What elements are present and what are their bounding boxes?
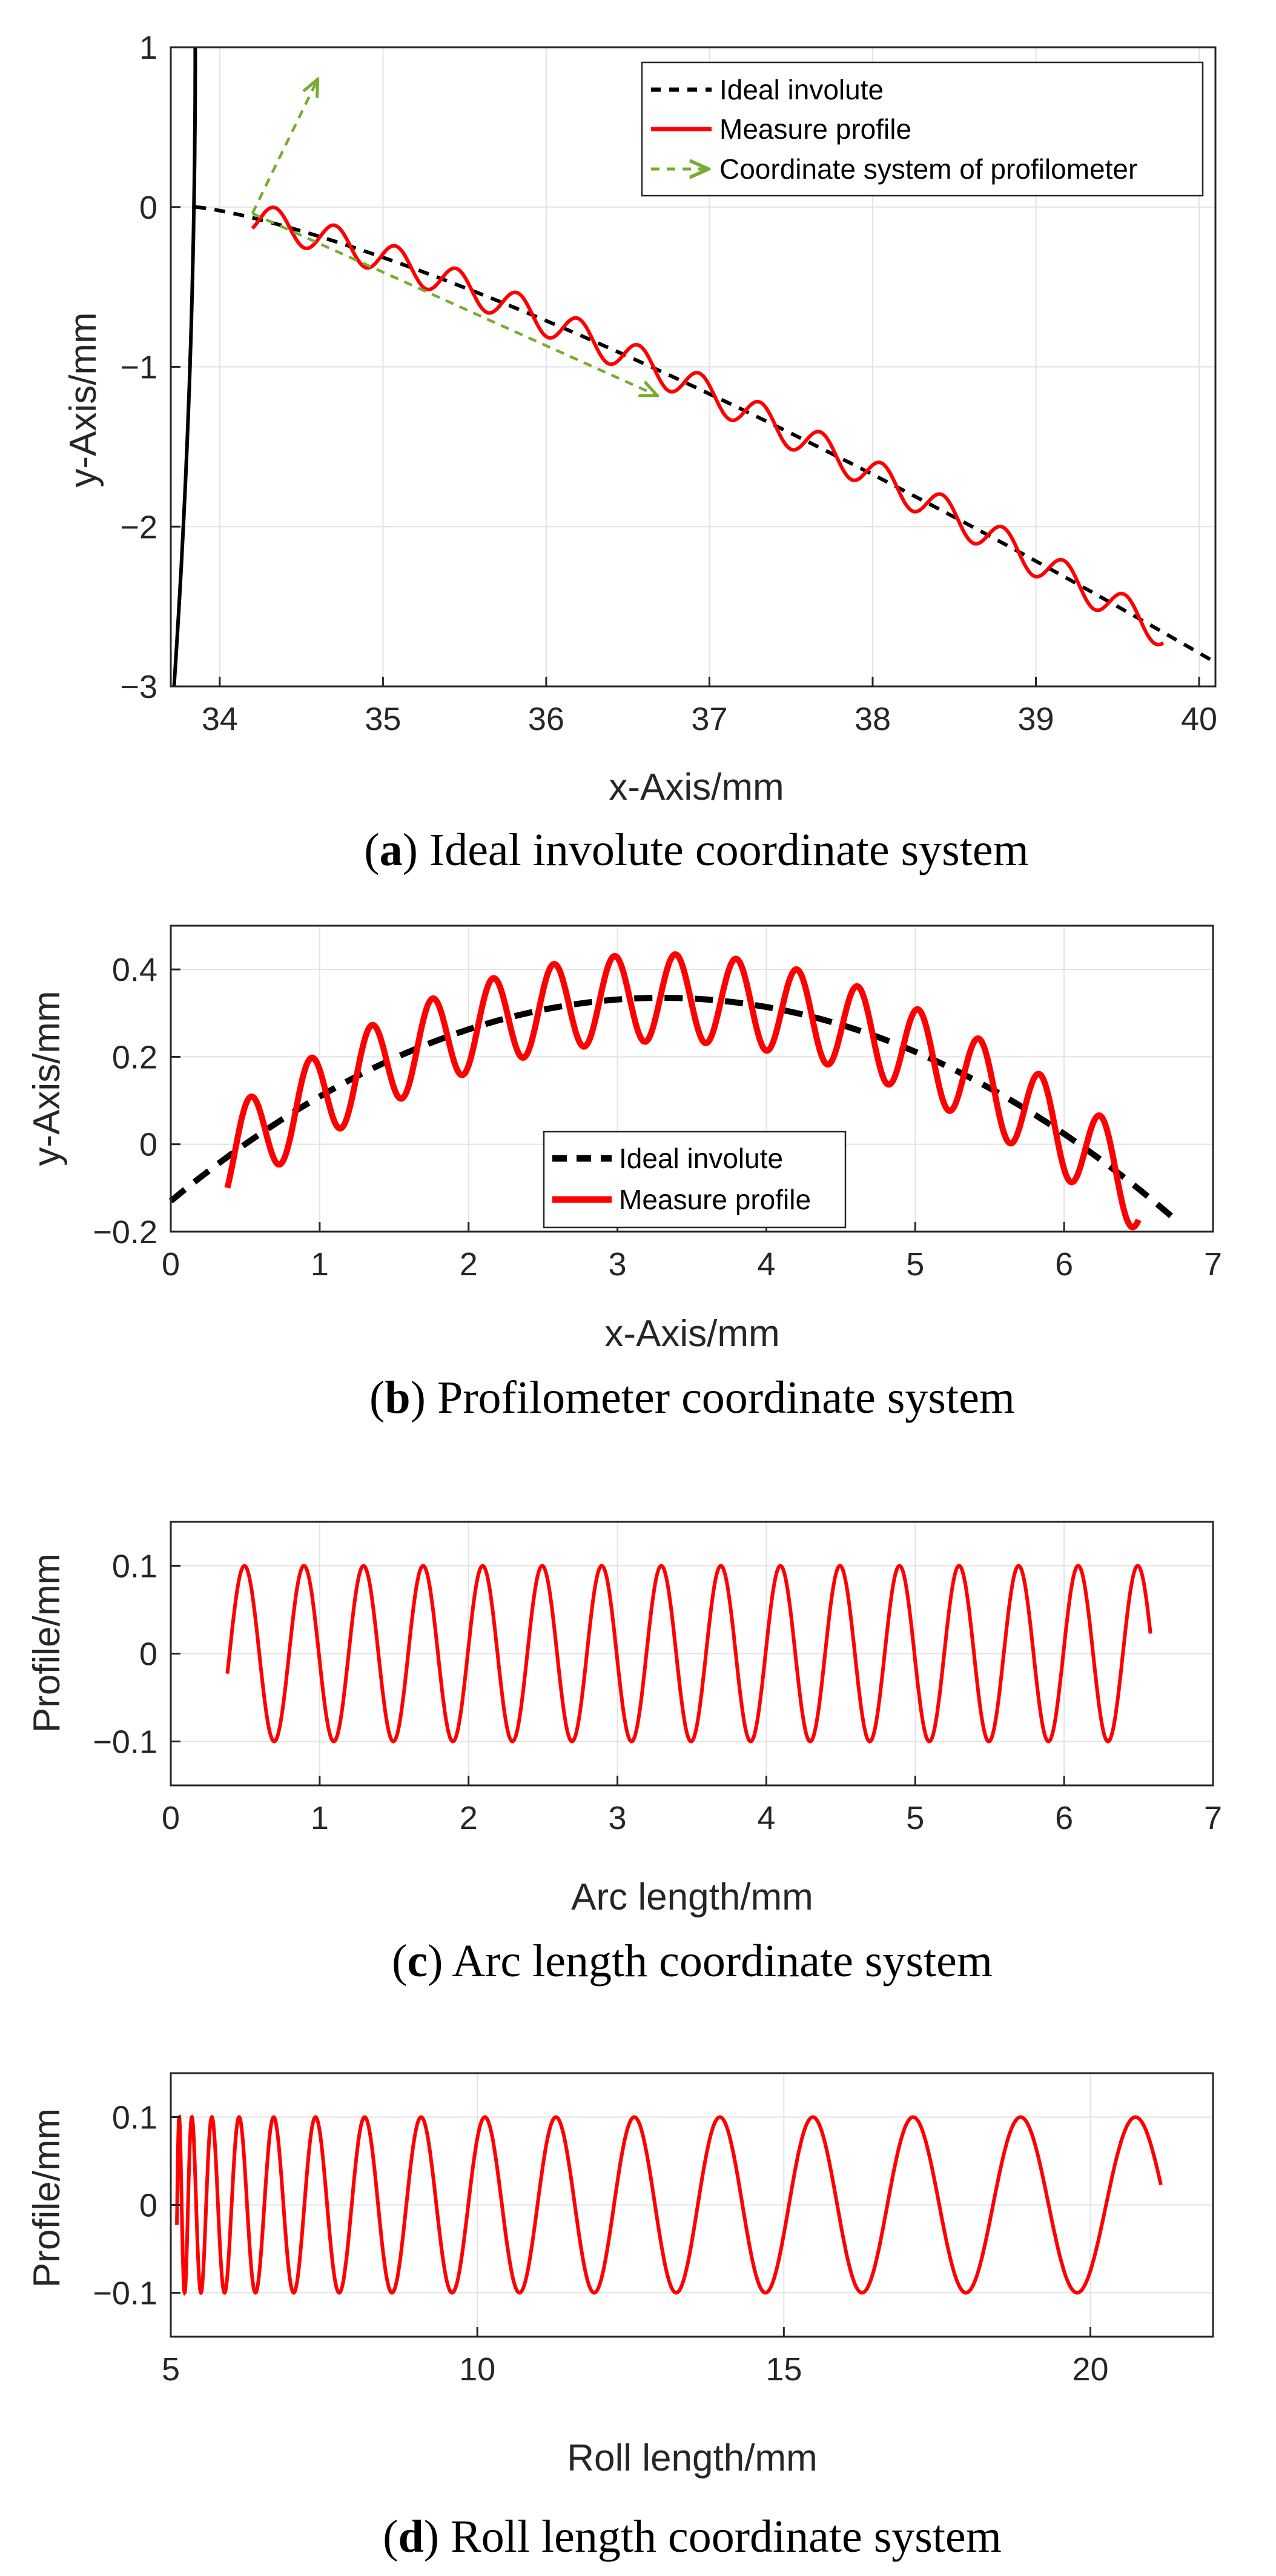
x-tick-label: 6 [1055, 1800, 1073, 1836]
profilometer-x-axis-arrow [251, 212, 657, 396]
y-axis-label: y-Axis/mm [62, 312, 104, 487]
x-tick-label: 40 [1181, 701, 1217, 737]
y-axis-label: y-Axis/mm [26, 991, 68, 1166]
legend-measure-profile: Measure profile [719, 113, 911, 145]
x-tick-label: 3 [609, 1800, 627, 1836]
x-tick-label: 5 [906, 1800, 924, 1836]
y-axis-label: Profile/mm [26, 2108, 68, 2288]
y-tick-label: 0 [139, 1127, 157, 1163]
legend: Ideal involute Measure profile Coordinat… [641, 61, 1204, 197]
caption-d: (d) Roll length coordinate system [383, 2511, 1002, 2562]
measure-profile-line [251, 205, 1165, 646]
y-tick-label: −2 [120, 509, 157, 545]
x-tick-label: 1 [311, 1800, 329, 1836]
legend-ideal-involute: Ideal involute [619, 1143, 783, 1174]
y-axis-label: Profile/mm [26, 1553, 68, 1733]
x-axis-label: x-Axis/mm [609, 766, 784, 808]
caption-b: (b) Profilometer coordinate system [369, 1372, 1015, 1423]
legend-profilometer-axes: Coordinate system of profilometer [719, 153, 1137, 185]
x-tick-label: 4 [757, 1246, 775, 1283]
y-tick-label: 0 [139, 190, 157, 226]
x-axis-label: Arc length/mm [571, 1876, 813, 1918]
profile-line [225, 1564, 1152, 1744]
x-tick-label: 35 [365, 701, 401, 737]
x-tick-label: 5 [162, 2351, 180, 2388]
caption-a: (a) Ideal involute coordinate system [364, 825, 1028, 875]
y-tick-label: −1 [120, 350, 157, 386]
x-tick-label: 2 [460, 1800, 478, 1836]
y-tick-label: 0 [139, 1636, 157, 1673]
x-tick-label: 34 [202, 701, 238, 737]
caption-c: (c) Arc length coordinate system [392, 1936, 993, 1987]
x-tick-label: 3 [609, 1246, 627, 1283]
measure-profile-line [224, 951, 1142, 1230]
x-tick-label: 4 [757, 1800, 775, 1836]
ideal-involute-line [195, 205, 1217, 665]
x-axis-label: Roll length/mm [567, 2437, 817, 2479]
x-tick-label: 37 [691, 701, 727, 737]
y-tick-label: −3 [120, 669, 157, 705]
x-tick-label: 38 [855, 701, 891, 737]
x-tick-label: 0 [162, 1800, 180, 1836]
x-tick-label: 10 [459, 2351, 495, 2388]
x-tick-label: 39 [1017, 701, 1054, 737]
x-tick-label: 1 [311, 1246, 329, 1283]
x-tick-label: 7 [1204, 1246, 1222, 1283]
x-tick-label: 6 [1055, 1246, 1073, 1283]
legend-ideal-involute: Ideal involute [719, 74, 884, 105]
y-tick-label: 0.4 [112, 952, 157, 988]
x-axis-label: x-Axis/mm [604, 1313, 779, 1355]
y-tick-label: 0.2 [112, 1039, 157, 1075]
base-circle-curve [172, 47, 197, 687]
x-tick-label: 20 [1072, 2351, 1108, 2388]
profilometer-y-axis-arrow [251, 79, 318, 214]
legend-measure-profile: Measure profile [619, 1184, 811, 1215]
y-tick-label: 0.1 [112, 1549, 157, 1585]
panel-a-chart: 34 35 36 37 38 39 40 1 0 −1 −2 −3 x-Axis/mm y-Axis… [62, 30, 1217, 875]
y-tick-label: −0.1 [93, 1724, 157, 1761]
y-tick-label: −0.2 [93, 1214, 157, 1250]
x-tick-label: 36 [528, 701, 564, 737]
x-tick-label: 5 [906, 1246, 924, 1283]
ideal-involute-line [168, 994, 1178, 1223]
panel-d-chart: 5 10 15 20 0.1 0 −0.1 Roll length/mm Profile/… [26, 2072, 1214, 2562]
x-tick-label: 7 [1204, 1800, 1222, 1836]
x-tick-label: 0 [162, 1246, 180, 1283]
y-tick-label: 1 [139, 30, 157, 66]
y-tick-label: 0 [139, 2188, 157, 2224]
legend: Ideal involute Measure profile [543, 1130, 847, 1229]
panel-c-chart: 0 1 2 3 4 5 6 7 0.1 0 −0.1 Arc length/mm Profile/… [26, 1521, 1222, 1987]
profile-line [175, 2114, 1163, 2296]
plot-frame [170, 925, 1214, 1233]
y-tick-label: −0.1 [93, 2276, 157, 2312]
x-tick-label: 2 [460, 1246, 478, 1283]
x-tick-label: 15 [765, 2351, 802, 2388]
y-tick-label: 0.1 [112, 2100, 157, 2136]
